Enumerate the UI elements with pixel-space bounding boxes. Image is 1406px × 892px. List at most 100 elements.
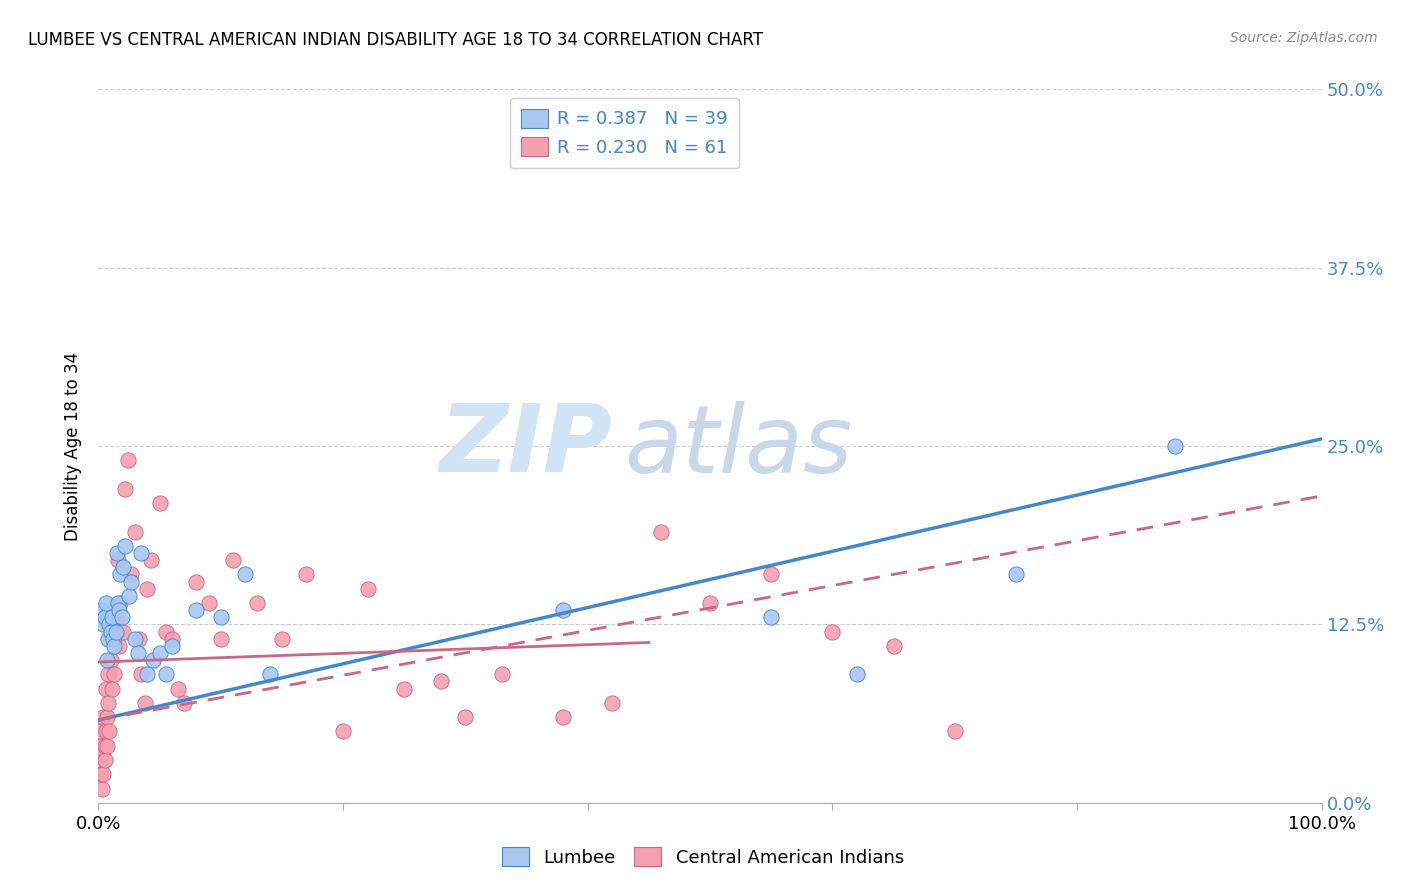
Point	[821, 624, 844, 639]
Text: LUMBEE VS CENTRAL AMERICAN INDIAN DISABILITY AGE 18 TO 34 CORRELATION CHART: LUMBEE VS CENTRAL AMERICAN INDIAN DISABI…	[28, 31, 763, 49]
Point	[105, 546, 128, 560]
Y-axis label: Disability Age 18 to 34: Disability Age 18 to 34	[65, 351, 83, 541]
Point	[120, 567, 142, 582]
Point	[430, 674, 453, 689]
Point	[105, 610, 128, 624]
Point	[222, 553, 245, 567]
Point	[101, 610, 124, 624]
Point	[149, 646, 172, 660]
Point	[100, 653, 122, 667]
Point	[943, 724, 966, 739]
Point	[149, 496, 172, 510]
Point	[93, 739, 115, 753]
Text: ZIP: ZIP	[439, 400, 612, 492]
Point	[134, 696, 156, 710]
Point	[124, 632, 146, 646]
Point	[118, 589, 141, 603]
Point	[332, 724, 354, 739]
Point	[94, 596, 117, 610]
Point	[553, 710, 575, 724]
Point	[1004, 567, 1026, 582]
Point	[108, 639, 131, 653]
Point	[91, 617, 114, 632]
Point	[454, 710, 477, 724]
Point	[142, 653, 165, 667]
Point	[186, 603, 208, 617]
Point	[139, 553, 162, 567]
Point	[103, 639, 125, 653]
Point	[89, 753, 111, 767]
Point	[103, 667, 125, 681]
Point	[124, 524, 146, 539]
Point	[90, 767, 112, 781]
Point	[356, 582, 378, 596]
Point	[96, 739, 118, 753]
Point	[197, 596, 219, 610]
Point	[90, 739, 112, 753]
Point	[111, 560, 134, 574]
Point	[101, 624, 124, 639]
Point	[173, 696, 195, 710]
Point	[97, 667, 120, 681]
Point	[120, 574, 142, 589]
Point	[101, 632, 124, 646]
Point	[209, 610, 232, 624]
Point	[98, 724, 121, 739]
Point	[90, 603, 112, 617]
Point	[96, 653, 118, 667]
Point	[129, 667, 152, 681]
Point	[114, 539, 136, 553]
Point	[155, 624, 177, 639]
Point	[129, 546, 152, 560]
Point	[96, 710, 118, 724]
Point	[91, 781, 114, 796]
Point	[111, 610, 134, 624]
Point	[392, 681, 416, 696]
Point	[883, 639, 905, 653]
Point	[295, 567, 318, 582]
Point	[699, 596, 721, 610]
Point	[97, 632, 120, 646]
Point	[91, 767, 114, 781]
Point	[761, 610, 783, 624]
Point	[93, 610, 115, 624]
Point	[491, 667, 513, 681]
Point	[136, 582, 159, 596]
Point	[94, 724, 117, 739]
Point	[93, 753, 115, 767]
Point	[186, 574, 208, 589]
Point	[160, 632, 183, 646]
Point	[97, 696, 120, 710]
Point	[101, 681, 124, 696]
Point	[761, 567, 783, 582]
Point	[110, 596, 132, 610]
Point	[845, 667, 868, 681]
Point	[100, 624, 122, 639]
Point	[553, 603, 575, 617]
Point	[111, 624, 134, 639]
Point	[117, 453, 139, 467]
Point	[127, 646, 149, 660]
Point	[136, 667, 159, 681]
Text: atlas: atlas	[624, 401, 852, 491]
Point	[1164, 439, 1187, 453]
Point	[650, 524, 672, 539]
Point	[110, 567, 132, 582]
Point	[91, 746, 114, 760]
Point	[98, 617, 121, 632]
Point	[114, 482, 136, 496]
Point	[104, 624, 127, 639]
Point	[89, 724, 111, 739]
Point	[246, 596, 269, 610]
Point	[259, 667, 281, 681]
Point	[108, 603, 131, 617]
Point	[91, 710, 114, 724]
Point	[94, 681, 117, 696]
Point	[128, 632, 150, 646]
Point	[107, 596, 129, 610]
Point	[600, 696, 623, 710]
Legend: Lumbee, Central American Indians: Lumbee, Central American Indians	[495, 840, 911, 874]
Point	[270, 632, 294, 646]
Point	[209, 632, 232, 646]
Point	[160, 639, 183, 653]
